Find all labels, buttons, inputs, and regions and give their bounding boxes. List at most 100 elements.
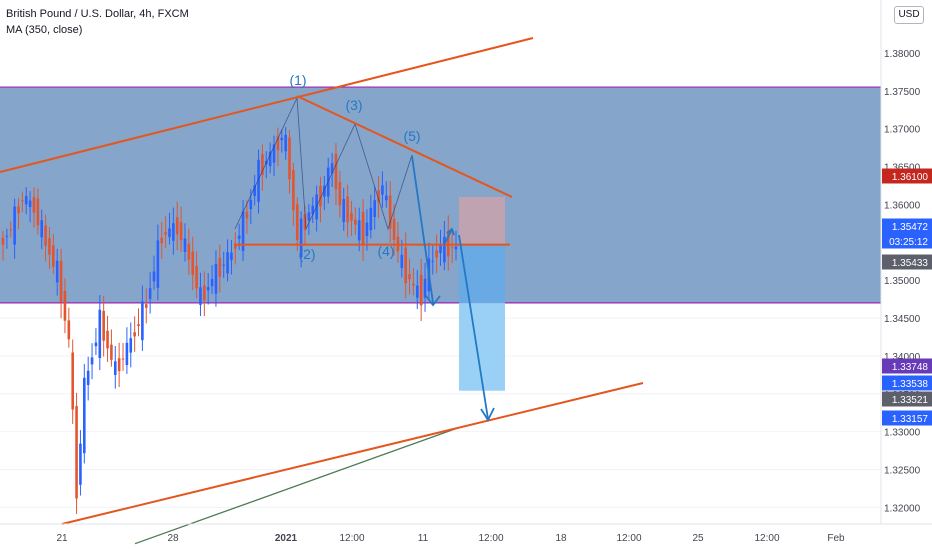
candle [179,206,183,252]
time-tick-label: 25 [692,533,704,544]
candle [288,130,291,194]
price-label-bg [882,375,932,391]
candle-body [350,212,353,221]
candle-body [423,278,427,298]
candle [59,248,63,319]
candle [292,162,295,226]
candle [218,244,222,293]
candle [408,258,411,295]
candle-body [342,199,346,222]
candle-body [90,357,94,365]
candle-body [330,163,334,174]
candle [338,170,342,218]
price-tick-label: 1.32500 [884,465,921,476]
price-axis-panel [881,0,932,550]
candle-body [237,235,241,239]
candle-body [113,361,117,375]
arrow-head [446,227,455,236]
candle [350,200,353,236]
candle-body [141,301,144,341]
price-label: 1.35433 [882,254,932,270]
candle-body [334,153,338,190]
candle [423,263,427,312]
price-tick-label: 1.36500 [884,163,921,174]
candle-body [245,211,249,219]
candle-body [125,342,129,366]
candle-body [48,238,51,255]
price-label-text: 1.33521 [892,395,929,406]
candle-body [168,228,171,238]
candle-body [303,214,307,231]
candle [183,223,187,262]
candle-body [361,211,365,246]
candle-body [365,222,369,237]
candle-body [439,245,442,254]
candle-body [79,443,82,485]
candle [330,152,334,188]
time-tick-label: 12:00 [616,533,641,544]
price-label: 1.36100 [882,168,932,184]
candle [385,181,388,208]
candle-body [203,285,206,301]
candle [443,220,446,271]
candle-body [59,260,63,303]
candle-body [117,358,121,372]
range-zone [0,87,881,303]
candle [110,329,113,367]
price-tick-label: 1.36000 [884,200,921,211]
candle-body [36,198,40,226]
price-tick-label: 1.34000 [884,352,921,363]
candle-body [261,154,264,175]
candle-body [295,204,299,241]
candle-body [175,217,179,235]
candle [160,221,164,260]
candle-body [226,252,229,274]
candle [241,199,245,261]
price-tick-label: 1.38000 [884,49,921,60]
candle-body [133,332,136,337]
candle-body [218,257,222,277]
currency-button[interactable]: USD [894,6,924,24]
candle-body [199,287,202,305]
candle-body [67,320,71,340]
candle [319,176,322,223]
candle [392,204,396,256]
candle-body [156,240,160,288]
candle [71,339,74,424]
candle-body [137,324,140,327]
candle [148,272,152,314]
candle [261,144,264,191]
candle-body [253,185,256,197]
candle [354,207,357,235]
candle-body [443,236,446,263]
candle-body [187,243,191,260]
candle [5,228,9,249]
candle [129,322,133,368]
candle [1,230,5,261]
candle-body [381,185,384,195]
candle-body [419,274,423,306]
candle [369,194,373,239]
candle [206,272,210,305]
candle-body [32,196,36,213]
candle-body [346,196,349,223]
arrow-head [425,295,441,307]
price-label: 1.33521 [882,391,932,407]
candle [268,142,272,174]
candle [52,233,55,275]
time-tick-label: 28 [167,533,179,544]
candle-body [369,207,373,231]
candle-body [400,254,404,269]
price-tick-label: 1.35000 [884,276,921,287]
candle [152,255,156,290]
price-label-text: 1.33538 [892,379,929,390]
candle [346,184,349,238]
candle-body [354,219,357,225]
lower-trendline [61,382,644,525]
candle [13,198,16,259]
candle [323,176,326,211]
candle-body [323,185,326,197]
chart-legend: British Pound / U.S. Dollar, 4h, FXCM MA… [6,6,189,38]
